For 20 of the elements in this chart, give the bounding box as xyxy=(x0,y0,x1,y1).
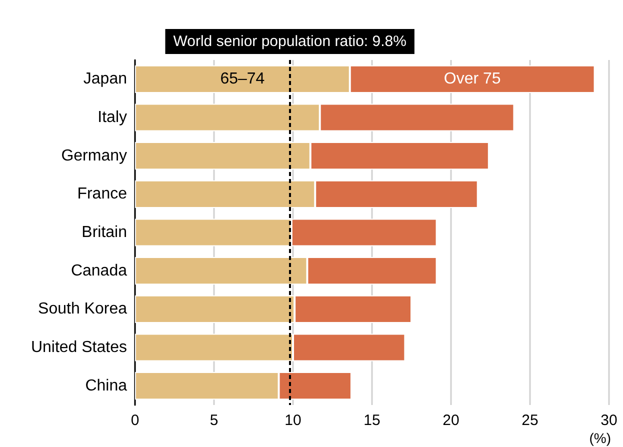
y-tick-label: Canada xyxy=(70,262,128,280)
x-tick-label: 5 xyxy=(210,412,218,429)
x-tick-label: 0 xyxy=(130,412,140,429)
x-tick-label: 25 xyxy=(522,412,538,429)
ref-line-label: World senior population ratio: 9.8% xyxy=(173,33,406,50)
x-tick-label: 30 xyxy=(600,412,618,429)
x-axis-title: (%) xyxy=(589,430,611,446)
y-tick-label: Japan xyxy=(83,70,127,88)
x-tick-label: 15 xyxy=(364,412,380,429)
y-tick-label: United States xyxy=(30,339,127,356)
y-tick-label: China xyxy=(85,377,128,394)
series-label: 65–74 xyxy=(220,70,265,88)
x-tick-label: 20 xyxy=(442,412,460,429)
y-tick-label: South Korea xyxy=(38,300,128,318)
y-tick-label: France xyxy=(77,186,128,203)
x-tick-label: 10 xyxy=(284,412,302,429)
series-label: Over 75 xyxy=(444,70,501,88)
y-tick-label: Germany xyxy=(61,147,127,164)
y-tick-label: Britain xyxy=(82,224,127,241)
y-tick-label: Italy xyxy=(98,109,127,126)
